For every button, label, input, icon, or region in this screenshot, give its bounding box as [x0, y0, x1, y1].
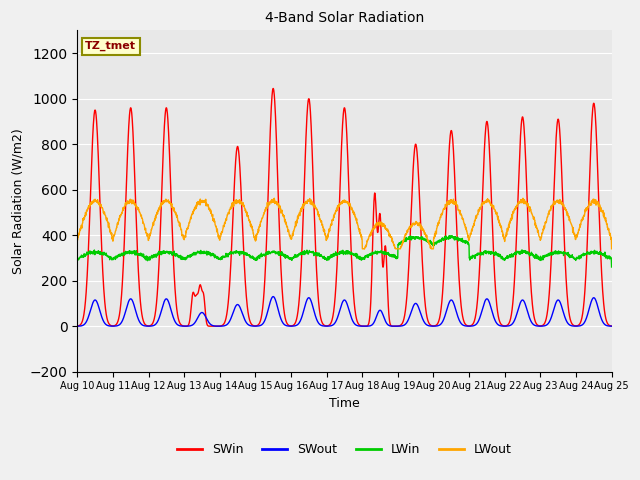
SWout: [74, 323, 81, 329]
SWin: [74, 323, 81, 329]
SWin: [608, 323, 616, 329]
SWout: [608, 323, 616, 329]
SWout: [360, 323, 368, 329]
LWout: [500, 235, 508, 240]
LWout: [519, 195, 527, 201]
LWout: [561, 205, 569, 211]
LWin: [575, 256, 583, 262]
LWin: [561, 250, 568, 255]
SWin: [223, 313, 230, 319]
X-axis label: Time: Time: [329, 397, 360, 410]
SWout: [576, 323, 584, 329]
Text: TZ_tmet: TZ_tmet: [85, 41, 136, 51]
LWout: [74, 237, 81, 243]
SWout: [269, 294, 277, 300]
Title: 4-Band Solar Radiation: 4-Band Solar Radiation: [265, 11, 424, 25]
LWout: [223, 216, 230, 221]
SWin: [269, 85, 277, 91]
SWout: [561, 314, 569, 320]
Line: LWout: LWout: [77, 198, 612, 249]
SWin: [576, 321, 584, 327]
SWin: [360, 323, 368, 329]
LWout: [360, 246, 368, 252]
SWout: [372, 316, 380, 322]
Legend: SWin, SWout, LWin, LWout: SWin, SWout, LWin, LWout: [172, 438, 517, 461]
SWout: [500, 323, 508, 329]
SWout: [223, 322, 230, 328]
SWin: [372, 200, 380, 206]
LWout: [576, 225, 584, 230]
LWin: [448, 233, 456, 239]
LWin: [371, 250, 379, 255]
LWin: [500, 256, 508, 262]
LWin: [608, 264, 616, 270]
Line: SWout: SWout: [77, 297, 612, 326]
Line: LWin: LWin: [77, 236, 612, 267]
SWout: [392, 323, 399, 329]
LWin: [360, 256, 367, 262]
LWout: [372, 222, 380, 228]
SWin: [208, 323, 216, 329]
Line: SWin: SWin: [77, 88, 612, 326]
Y-axis label: Solar Radiation (W/m2): Solar Radiation (W/m2): [11, 128, 24, 274]
SWin: [561, 250, 569, 255]
LWin: [223, 254, 230, 260]
LWout: [358, 246, 366, 252]
LWin: [74, 256, 81, 262]
SWin: [500, 323, 508, 329]
LWout: [608, 246, 616, 252]
